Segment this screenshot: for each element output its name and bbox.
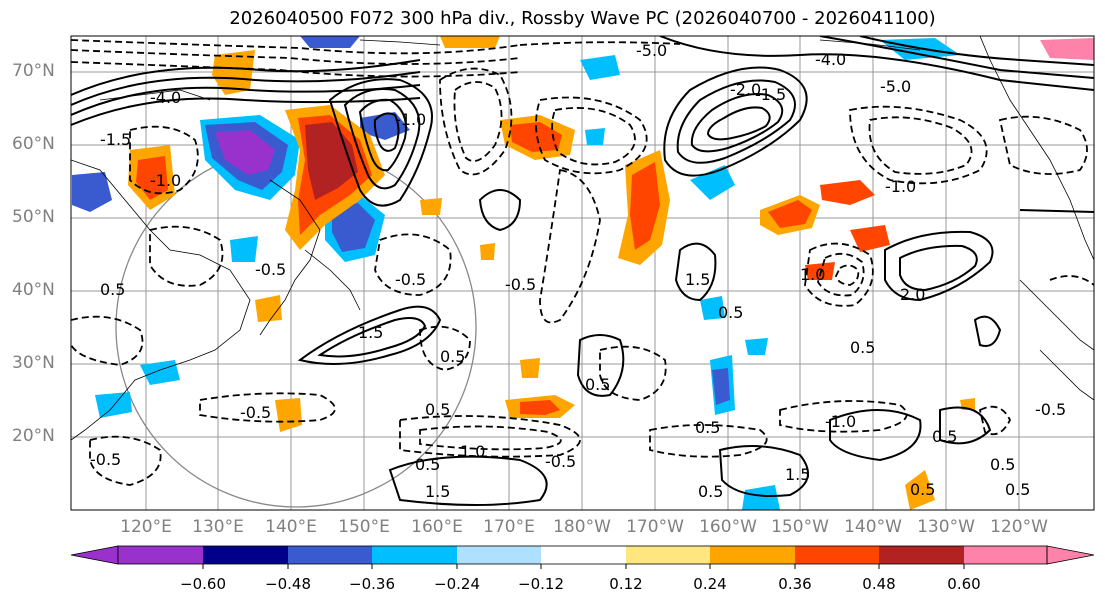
dashed-contours (71, 39, 1094, 486)
lon-label: 170°W (626, 517, 684, 537)
contour-label: -4.0 (150, 88, 181, 107)
contour-label: 2.0 (900, 285, 925, 304)
lon-label: 160°W (699, 517, 757, 537)
map-frame (70, 35, 1095, 511)
contour-label: 0.5 (695, 418, 720, 437)
lon-label: 130°W (917, 517, 975, 537)
lat-label-50n: 50°N (12, 207, 55, 227)
lon-label: 120°W (990, 517, 1048, 537)
colorbar-segment (879, 546, 964, 564)
map-title: 2026040500 F072 300 hPa div., Rossby Wav… (229, 8, 936, 29)
contour-labels: -5.0 -4.0 -4.0 -5.0 -2.0 -1.5 -1.5 -1.0 … (90, 41, 1066, 501)
colorbar-segment (626, 546, 710, 564)
contour-label: -1.0 (150, 171, 181, 190)
lon-label: 170°E (483, 517, 535, 537)
contour-label: 0.5 (425, 400, 450, 419)
contour-label: -1.0 (825, 412, 856, 431)
colorbar-segment (372, 546, 457, 564)
colorbar-segment (288, 546, 372, 564)
contour-label: 1.5 (358, 323, 383, 342)
lat-label-60n: 60°N (12, 134, 55, 154)
contour-label: -2.0 (730, 80, 761, 99)
contour-label: 0.5 (718, 303, 743, 322)
contour-label: 0.5 (932, 427, 957, 446)
lon-label: 140°W (844, 517, 902, 537)
contour-label: 0.5 (990, 455, 1015, 474)
lon-label: 160°E (411, 517, 463, 537)
colorbar-tick-label: 0.24 (693, 575, 727, 593)
contour-label: 0.5 (415, 455, 440, 474)
lat-label-70n: 70°N (12, 61, 55, 81)
colorbar-tick-label: 0.48 (862, 575, 896, 593)
colorbar-tick-label: −0.24 (434, 575, 480, 593)
colorbar (70, 545, 1095, 569)
contour-label: -0.5 (90, 450, 121, 469)
lon-label: 120°E (120, 517, 172, 537)
colorbar-tick-marks (202, 564, 965, 569)
contour-label: 1.0 (460, 442, 485, 461)
colorbar-segment (541, 546, 626, 564)
contour-label: 0.5 (910, 480, 935, 499)
colorbar-tick-label: −0.12 (518, 575, 564, 593)
colorbar-tick-label: 0.36 (778, 575, 812, 593)
colorbar-left-arrow (70, 545, 119, 565)
colorbar-segment (795, 546, 879, 564)
lon-label: 130°E (192, 517, 244, 537)
colorbar-tick-label: 0.60 (947, 575, 981, 593)
contour-label: -5.0 (880, 77, 911, 96)
contour-label: 1.5 (425, 482, 450, 501)
contour-label: -0.5 (255, 260, 286, 279)
map-content (71, 36, 1094, 510)
colorbar-right-arrow (1046, 545, 1095, 565)
contour-label: 1.5 (785, 465, 810, 484)
contour-label: -0.5 (1035, 400, 1066, 419)
contour-label: -1.0 (885, 177, 916, 196)
contour-label: 1.5 (685, 270, 710, 289)
gridlines (71, 36, 1094, 510)
colorbar-tick-label: −0.36 (349, 575, 395, 593)
contour-label: -0.5 (395, 270, 426, 289)
colorbar-segment (964, 546, 1047, 564)
contour-label: 0.5 (698, 482, 723, 501)
contour-label: -1.0 (395, 110, 426, 129)
lat-label-20n: 20°N (12, 426, 55, 446)
contour-label: 0.5 (850, 338, 875, 357)
colorbar-segment (203, 546, 288, 564)
colorbar-tick-label: −0.60 (180, 575, 226, 593)
contour-label: -0.5 (240, 403, 271, 422)
contour-label: -0.5 (545, 452, 576, 471)
colorbar-tick-label: 0.12 (609, 575, 643, 593)
colorbar-segment (118, 546, 203, 564)
divergence-shading (72, 36, 1094, 510)
contour-label: 0.5 (440, 347, 465, 366)
lat-label-30n: 30°N (12, 353, 55, 373)
lon-label: 140°E (265, 517, 317, 537)
contour-label: 0.5 (100, 280, 125, 299)
lon-label: 150°E (338, 517, 390, 537)
colorbar-outline (117, 545, 1048, 565)
contour-label: -0.5 (505, 275, 536, 294)
contour-label: 1.0 (800, 265, 825, 284)
lat-label-40n: 40°N (12, 280, 55, 300)
contour-label: -1.5 (755, 85, 786, 104)
colorbar-segment (710, 546, 795, 564)
contour-label: 0.5 (585, 375, 610, 394)
contour-label: -4.0 (815, 50, 846, 69)
lon-label: 180°W (553, 517, 611, 537)
colorbar-segment (457, 546, 541, 564)
colorbar-tick-label: −0.48 (265, 575, 311, 593)
contour-label: -5.0 (636, 41, 667, 60)
contour-label: -1.5 (100, 130, 131, 149)
contour-label: 0.5 (1005, 480, 1030, 499)
lon-label: 150°W (771, 517, 829, 537)
solid-contours (71, 36, 1094, 506)
